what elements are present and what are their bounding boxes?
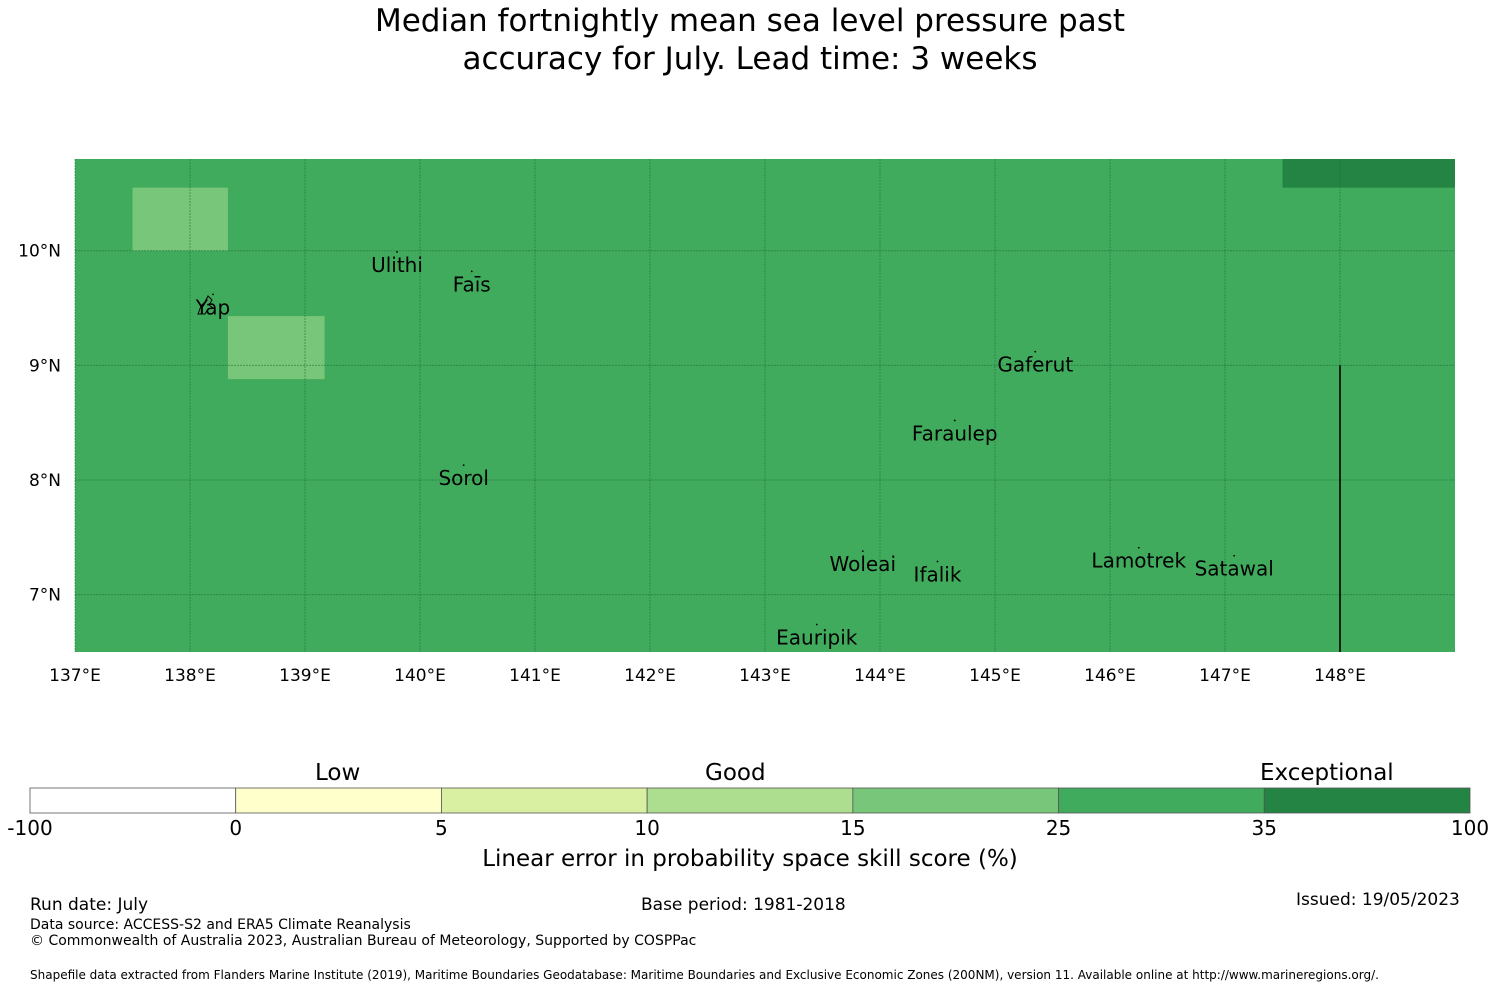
place-label-woleai: Woleai <box>829 552 896 576</box>
colorbar-bin <box>852 787 1059 814</box>
lat-tick-label: 7°N <box>29 586 61 606</box>
copyright: © Commonwealth of Australia 2023, Austra… <box>30 933 697 949</box>
map-title-line-1: Median fortnightly mean sea level pressu… <box>374 3 1126 39</box>
colorbar <box>29 787 1471 814</box>
place-label-lamotrek: Lamotrek <box>1091 549 1186 573</box>
island-marker <box>953 419 956 422</box>
colorbar-tick-label: 35 <box>1251 816 1277 840</box>
base-period: Base period: 1981-2018 <box>641 895 846 915</box>
colorbar-tick-label: 0 <box>229 816 243 840</box>
lon-tick-label: 141°E <box>509 666 561 686</box>
place-label-eauripik: Eauripik <box>776 626 858 650</box>
island-marker <box>462 464 465 467</box>
colorbar-bin <box>1263 787 1471 814</box>
island-marker <box>470 270 473 273</box>
island-marker <box>396 251 398 253</box>
lon-tick-label: 139°E <box>279 666 331 686</box>
lat-tick-label: 9°N <box>29 356 61 376</box>
island-marker <box>815 623 818 626</box>
skill-patch-2 <box>1282 159 1455 188</box>
colorbar-tick-label: 100 <box>1450 816 1490 840</box>
colorbar-tick-label: 25 <box>1045 816 1072 840</box>
colorbar-tick-label: -100 <box>7 816 53 840</box>
colorbar-bin <box>29 787 237 814</box>
island-marker <box>936 560 939 563</box>
colorbar-tick-label: 15 <box>840 816 866 840</box>
colorbar-category-exceptional: Exceptional <box>1260 760 1394 786</box>
island-marker <box>1034 350 1037 353</box>
skill-patch-0 <box>132 187 228 251</box>
colorbar-bin <box>441 787 648 814</box>
lon-tick-label: 144°E <box>854 666 906 686</box>
colorbar-title: Linear error in probability space skill … <box>482 846 1018 872</box>
lon-tick-label: 147°E <box>1199 666 1251 686</box>
place-label-ifalik: Ifalik <box>914 562 962 586</box>
skill-patch-1 <box>227 316 325 380</box>
lon-tick-label: 140°E <box>394 666 446 686</box>
place-label-satawal: Satawal <box>1195 557 1274 581</box>
colorbar-category-good: Good <box>705 760 766 786</box>
lon-tick-label: 138°E <box>164 666 216 686</box>
place-label-yap: Yap <box>195 295 230 319</box>
run-date: Run date: July <box>30 895 149 915</box>
lat-tick-label: 8°N <box>29 471 61 491</box>
island-marker <box>1137 546 1140 549</box>
map-title-line-2: accuracy for July. Lead time: 3 weeks <box>462 41 1038 77</box>
island-marker <box>861 550 864 553</box>
yap-island-outline <box>197 295 215 315</box>
island-marker <box>212 293 214 296</box>
colorbar-category-low: Low <box>315 760 361 786</box>
place-label-sorol: Sorol <box>438 466 489 490</box>
lon-tick-label: 145°E <box>969 666 1021 686</box>
colorbar-bin <box>1058 787 1265 814</box>
issued-date: Issued: 19/05/2023 <box>1296 890 1460 910</box>
lon-tick-label: 143°E <box>739 666 791 686</box>
lon-tick-label: 142°E <box>624 666 676 686</box>
lon-tick-label: 137°E <box>49 666 101 686</box>
lon-tick-label: 146°E <box>1084 666 1136 686</box>
colorbar-bin <box>646 787 854 814</box>
place-label-faīs: Faīs <box>453 272 491 296</box>
place-label-gaferut: Gaferut <box>997 353 1073 377</box>
data-source: Data source: ACCESS-S2 and ERA5 Climate … <box>30 917 411 933</box>
lon-tick-label: 148°E <box>1314 666 1366 686</box>
shapefile-credit: Shapefile data extracted from Flanders M… <box>30 968 1379 982</box>
place-label-faraulep: Faraulep <box>912 421 998 445</box>
colorbar-tick-label: 5 <box>435 816 448 840</box>
lat-tick-label: 10°N <box>18 242 61 262</box>
colorbar-tick-label: 10 <box>634 816 660 840</box>
place-label-ulithi: Ulithi <box>371 253 423 277</box>
island-marker <box>1233 554 1236 557</box>
colorbar-bin <box>235 787 442 814</box>
skill-map: 137°E 138°E 139°E 140°E 141°E 142°E 143°E 144°E… <box>18 159 1455 686</box>
